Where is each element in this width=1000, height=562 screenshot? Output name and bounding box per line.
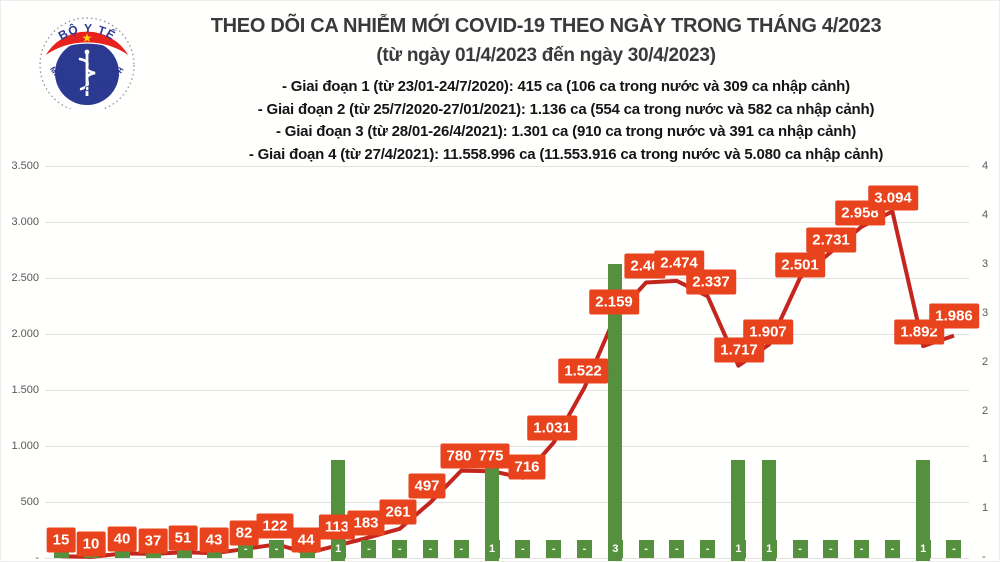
line-data-label: 43 [199, 527, 229, 553]
bar-data-label: - [269, 540, 285, 558]
bar-data-label: - [515, 540, 531, 558]
line-data-label: 1.031 [527, 415, 577, 441]
bar-data-label: - [453, 540, 469, 558]
phase-line-4: - Giai đoạn 4 (từ 27/4/2021): 11.558.996… [248, 145, 884, 163]
line-data-label: 2.731 [806, 227, 856, 253]
line-data-label: 261 [379, 499, 417, 525]
phase-line-3: - Giai đoạn 3 (từ 28/01-26/4/2021): 1.30… [275, 123, 856, 140]
right-axis-tick: 1 [982, 502, 989, 515]
left-axis-tick: 2.000 [11, 328, 39, 340]
line-data-label: 1.522 [558, 358, 608, 384]
right-axis-tick: 4 [982, 160, 989, 172]
left-axis-tick: 3.500 [11, 160, 39, 172]
bar-data-label: - [700, 540, 716, 558]
bar-data-label: - [669, 540, 685, 558]
right-axis-tick: 3 [982, 306, 989, 319]
bar-data-label: - [884, 540, 900, 558]
bar [916, 460, 931, 561]
line-data-label: 1.907 [743, 319, 793, 345]
bar [485, 460, 500, 561]
bar-data-label: - [946, 540, 962, 558]
bar-data-label: - [823, 540, 839, 558]
bar-data-label: - [392, 540, 408, 558]
line-data-label: 2.337 [686, 269, 736, 295]
line-data-label: 497 [408, 473, 446, 499]
left-axis-tick: 1.500 [11, 384, 39, 396]
right-axis-tick: 3 [982, 257, 989, 270]
right-axis-tick: - [982, 551, 986, 562]
gridline [45, 558, 969, 559]
line-data-label: 2.159 [589, 289, 639, 315]
bar-data-label: - [792, 540, 808, 558]
gridline [45, 278, 969, 279]
ministry-of-health-logo: ★ BỘ Y TẾ MINISTRY OF HEALTH [39, 17, 135, 109]
logo-red-band [43, 30, 131, 58]
chart-subtitle: (từ ngày 01/4/2023 đến ngày 30/4/2023) [376, 45, 716, 66]
phase-summary-block: - Giai đoạn 1 (từ 23/01-24/7/2020): 415 … [121, 76, 999, 166]
logo-top-text: BỘ Y TẾ [56, 21, 119, 43]
phase-line-1: - Giai đoạn 1 (từ 23/01-24/7/2020): 415 … [282, 78, 850, 95]
line-data-label: 15 [46, 527, 76, 553]
right-axis-tick: 2 [982, 355, 989, 368]
gridline [45, 390, 969, 391]
left-axis-tick: 2.500 [11, 272, 39, 284]
bar-data-label: - [638, 540, 654, 558]
gridline [45, 334, 969, 335]
bar-data-label: 1 [330, 540, 346, 558]
line-data-label: 37 [138, 528, 168, 554]
line-data-label: 122 [256, 513, 294, 539]
staff-of-asclepius-icon [78, 49, 96, 96]
left-axis-tick: - [35, 552, 39, 562]
bar-data-label: - [854, 540, 870, 558]
line-data-label: 3.094 [868, 185, 918, 211]
line-data-label: 716 [508, 454, 546, 480]
gridline [45, 222, 969, 223]
bar-data-label: 3 [607, 540, 623, 558]
bar-data-label: 1 [915, 540, 931, 558]
bar [731, 460, 746, 561]
bar-data-label: - [546, 540, 562, 558]
line-data-label: 1.986 [929, 303, 979, 329]
right-axis-tick: 4 [982, 208, 989, 221]
star-icon: ★ [82, 31, 93, 45]
bar-data-label: 1 [484, 540, 500, 558]
line-data-label: 40 [107, 526, 137, 552]
line-data-label: 10 [76, 531, 106, 557]
right-axis-tick: 2 [982, 404, 989, 417]
bar [608, 264, 623, 561]
line-data-label: 2.501 [775, 252, 825, 278]
line-data-label: 1.717 [714, 337, 764, 363]
line-data-label: 183 [347, 510, 385, 536]
bar [762, 460, 777, 561]
gridline [45, 502, 969, 503]
line-data-label: 775 [472, 443, 510, 469]
bar-data-label: - [361, 540, 377, 558]
line-data-label: 51 [168, 525, 198, 551]
bar-data-label: - [423, 540, 439, 558]
gridline [45, 166, 969, 167]
left-axis-tick: 1.000 [11, 440, 39, 452]
bar-data-label: 1 [730, 540, 746, 558]
bar-data-label: 1 [761, 540, 777, 558]
line-data-label: 44 [291, 527, 321, 553]
chart-title: THEO DÕI CA NHIỄM MỚI COVID-19 THEO NGÀY… [210, 15, 882, 37]
phase-line-2: - Giai đoạn 2 (từ 25/7/2020-27/01/2021):… [257, 100, 875, 118]
left-axis-tick: 3.000 [11, 216, 39, 228]
right-axis-tick: 1 [982, 453, 989, 466]
line-data-label: 82 [229, 520, 259, 546]
bar-data-label: - [576, 540, 592, 558]
left-axis-tick: 500 [20, 496, 39, 508]
line-data-label: 780 [440, 443, 478, 469]
